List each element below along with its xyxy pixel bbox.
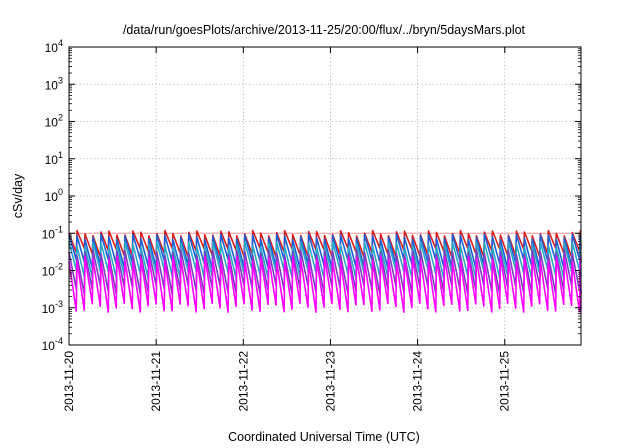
y-tick-exponent: 3	[58, 75, 63, 85]
x-tick-label: 2013-11-22	[236, 351, 250, 412]
y-tick-base: 10	[42, 265, 56, 279]
y-tick-base: 10	[45, 78, 59, 92]
y-tick-label: 104	[45, 38, 63, 55]
y-tick-base: 10	[45, 190, 59, 204]
y-tick-exponent: 0	[58, 187, 63, 197]
x-tick-label: 2013-11-21	[149, 351, 163, 412]
y-tick-exponent: -1	[55, 224, 63, 234]
chart-title: /data/run/goesPlots/archive/2013-11-25/2…	[123, 23, 526, 37]
y-tick-label: 10-3	[42, 299, 63, 316]
y-tick-exponent: -4	[55, 336, 63, 346]
series-line	[68, 255, 582, 313]
y-tick-label: 10-2	[42, 262, 63, 279]
y-tick-label: 10-1	[42, 224, 63, 241]
y-tick-label: 102	[45, 113, 63, 130]
y-axis-label: cSv/day	[11, 173, 25, 218]
y-tick-label: 10-4	[42, 336, 63, 353]
x-axis-label: Coordinated Universal Time (UTC)	[228, 430, 420, 444]
y-tick-base: 10	[42, 339, 56, 353]
ticks: 10-410-310-210-11001011021031042013-11-2…	[42, 38, 581, 412]
y-tick-label: 100	[45, 187, 63, 204]
y-tick-base: 10	[42, 227, 56, 241]
series-group	[68, 229, 582, 313]
y-tick-exponent: -2	[55, 262, 63, 272]
y-tick-label: 103	[45, 75, 63, 92]
y-tick-base: 10	[45, 41, 59, 55]
y-tick-exponent: 1	[58, 150, 63, 160]
x-tick-label: 2013-11-20	[62, 351, 76, 412]
y-tick-exponent: -3	[55, 299, 63, 309]
x-tick-label: 2013-11-23	[323, 351, 337, 412]
y-tick-label: 101	[45, 150, 63, 167]
y-tick-exponent: 2	[58, 113, 63, 123]
x-tick-label: 2013-11-24	[411, 351, 425, 412]
y-tick-base: 10	[45, 116, 59, 130]
x-tick-label: 2013-11-25	[498, 351, 512, 412]
y-tick-base: 10	[42, 302, 56, 316]
y-tick-base: 10	[45, 153, 59, 167]
y-tick-exponent: 4	[58, 38, 63, 48]
